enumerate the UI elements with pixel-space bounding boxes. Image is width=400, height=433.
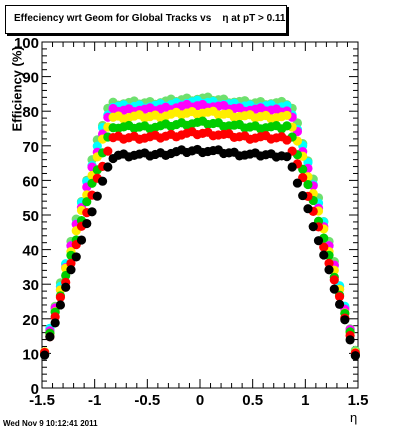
- data-point: [55, 292, 66, 302]
- x-tick-label: 0.5: [242, 392, 263, 409]
- data-point: [319, 250, 329, 260]
- y-axis-label: Efficiency (%): [9, 46, 25, 132]
- data-point: [97, 176, 108, 186]
- chart-title: Effeciency wrt Geom for Global Tracks vs…: [14, 13, 286, 24]
- y-tick-label: 100: [14, 35, 39, 52]
- data-point: [313, 236, 324, 246]
- x-tick-label: -0.5: [134, 392, 160, 409]
- data-point: [282, 135, 292, 145]
- y-tick-label: 70: [22, 139, 39, 156]
- data-point: [292, 178, 303, 188]
- data-point: [66, 258, 76, 268]
- data-point: [66, 265, 76, 275]
- y-tick-label: 0: [31, 381, 39, 398]
- x-tick-label: 1.5: [348, 392, 369, 409]
- data-point: [92, 191, 102, 201]
- data-point: [82, 197, 92, 207]
- data-point: [103, 162, 113, 172]
- data-point: [282, 121, 292, 131]
- data-point: [298, 190, 308, 201]
- data-point: [334, 292, 345, 302]
- timestamp-footer: Wed Nov 9 10:12:41 2011: [3, 419, 98, 428]
- data-point: [345, 335, 355, 345]
- data-point: [329, 275, 339, 285]
- data-point: [50, 318, 60, 328]
- data-point: [87, 207, 97, 217]
- data-point: [287, 162, 297, 172]
- x-tick-label: -1: [88, 392, 101, 409]
- data-point: [324, 265, 334, 275]
- data-point: [324, 258, 334, 268]
- data-point: [329, 284, 339, 294]
- data-point: [282, 110, 292, 121]
- y-tick-label: 80: [22, 104, 39, 121]
- data-point: [334, 299, 345, 309]
- chart-title-box: Effeciency wrt Geom for Global Tracks vs…: [5, 5, 287, 34]
- data-point: [61, 282, 71, 292]
- data-point: [303, 179, 313, 190]
- data-point: [303, 204, 313, 214]
- x-tick-label: 0: [196, 392, 204, 409]
- x-axis-label: η: [350, 410, 358, 425]
- y-tick-label: 90: [22, 70, 39, 87]
- y-tick-label: 40: [22, 243, 39, 260]
- y-tick-label: 10: [22, 346, 39, 363]
- data-point: [71, 252, 81, 262]
- data-point: [103, 146, 113, 156]
- data-point: [350, 351, 360, 361]
- data-point: [319, 242, 329, 252]
- y-tick-label: 60: [22, 173, 39, 190]
- x-tick-label: -1.5: [29, 392, 55, 409]
- y-tick-label: 30: [22, 277, 39, 294]
- x-tick-label: 1: [301, 392, 309, 409]
- data-point: [55, 300, 66, 310]
- data-point: [340, 315, 350, 325]
- data-point: [40, 350, 50, 360]
- y-tick-label: 20: [22, 312, 39, 329]
- data-point: [45, 332, 55, 342]
- data-point: [76, 235, 87, 245]
- data-point: [282, 152, 292, 162]
- data-point: [82, 218, 92, 229]
- y-tick-label: 50: [22, 208, 39, 225]
- data-point: [308, 222, 318, 232]
